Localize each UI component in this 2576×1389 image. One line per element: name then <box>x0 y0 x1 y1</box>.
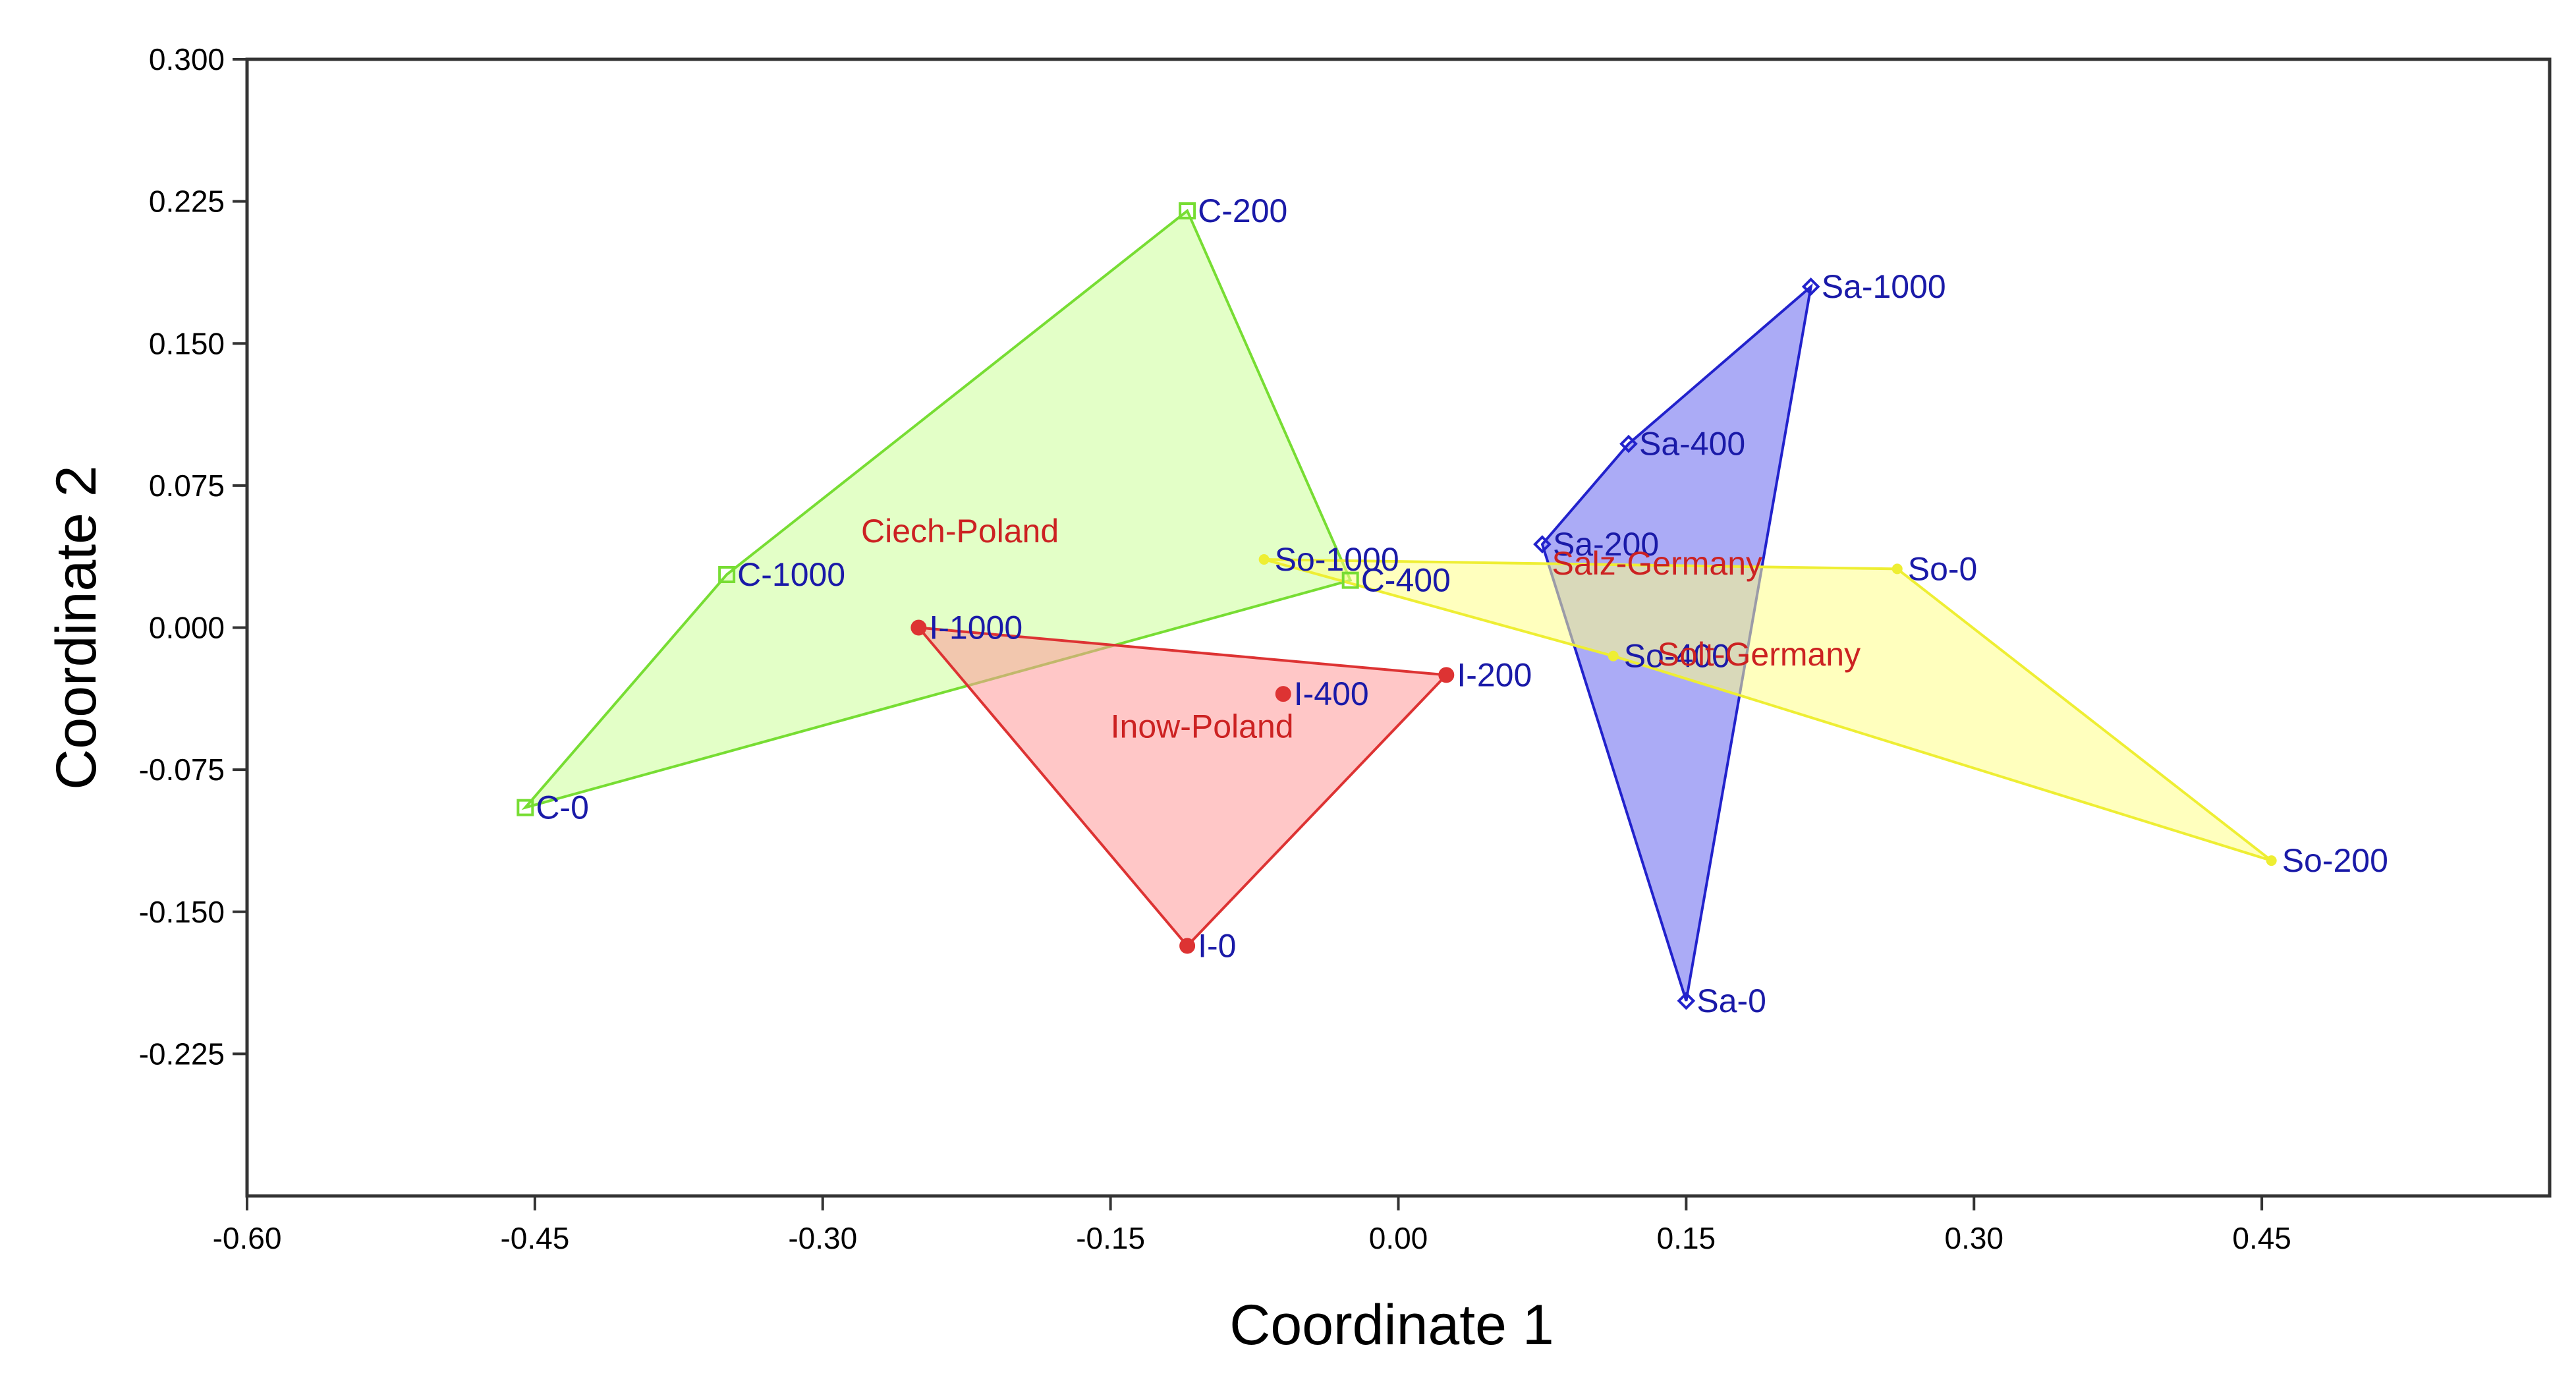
point-i-400 <box>1275 686 1291 702</box>
x-tick-label: 0.15 <box>1657 1221 1716 1255</box>
point-so-1000 <box>1258 554 1270 565</box>
point-sa-0 <box>1677 992 1696 1010</box>
point-label-i-400: I-400 <box>1294 675 1369 712</box>
y-tick-label: 0.150 <box>149 326 225 360</box>
point-label-c-0: C-0 <box>536 789 589 826</box>
group-label-solt-germany: Solt-Germany <box>1658 636 1861 673</box>
point-label-sa-1000: Sa-1000 <box>1822 268 1946 305</box>
y-tick-label: -0.150 <box>139 895 225 929</box>
group-label-salz-germany: Salz-Germany <box>1552 545 1763 582</box>
point-sa-1000 <box>1801 277 1820 296</box>
point-so-400 <box>1608 650 1619 662</box>
axes-layer: -0.60 -0.45 -0.30 -0.15 0.00 0.15 0.30 0.45 0.30… <box>139 42 2291 1255</box>
point-label-i-0: I-0 <box>1198 928 1236 965</box>
x-tick-label: -0.30 <box>788 1221 857 1255</box>
hull-solt-germany <box>1264 558 2272 863</box>
point-i-200 <box>1438 667 1455 683</box>
y-axis-title: Coordinate 2 <box>45 465 108 789</box>
point-c-1000 <box>718 566 736 583</box>
point-c-200 <box>1179 202 1196 219</box>
point-label-sa-200: Sa-200 <box>1553 526 1659 563</box>
group-label-inow-poland: Inow-Poland <box>1111 708 1294 745</box>
group-label-ciech-poland: Ciech-Poland <box>861 513 1059 550</box>
y-tick-label: 0.075 <box>149 468 225 503</box>
y-tick-label: -0.075 <box>139 752 225 787</box>
point-label-so-0: So-0 <box>1908 550 1978 587</box>
point-label-c-200: C-200 <box>1198 192 1287 229</box>
point-label-i-1000: I-1000 <box>929 609 1022 646</box>
point-so-200 <box>2266 855 2277 866</box>
point-label-c-400: C-400 <box>1361 562 1451 599</box>
point-labels-layer: C-200 C-1000 C-400 C-0 Ciech-Poland I-1000 I-4… <box>536 192 2388 1019</box>
point-label-so-1000: So-1000 <box>1275 541 1399 578</box>
x-tick-label: 0.30 <box>1944 1221 2003 1255</box>
point-c-0 <box>517 799 534 816</box>
point-label-so-400: So-400 <box>1624 638 1730 675</box>
x-tick-label: 0.45 <box>2232 1221 2291 1255</box>
y-tick-label: 0.225 <box>149 184 225 219</box>
x-tick-label: -0.60 <box>213 1221 282 1255</box>
point-sa-400 <box>1619 434 1638 453</box>
y-tick-label: -0.225 <box>139 1036 225 1071</box>
point-i-0 <box>1179 938 1196 954</box>
y-tick-label: 0.300 <box>149 42 225 76</box>
x-tick-label: -0.15 <box>1076 1221 1145 1255</box>
point-label-sa-400: Sa-400 <box>1639 426 1745 463</box>
plot-frame <box>245 57 2552 1198</box>
point-so-0 <box>1891 563 1903 575</box>
point-markers-layer <box>517 202 2277 1010</box>
group-hulls-layer <box>521 208 2272 1002</box>
point-c-400 <box>1341 571 1359 589</box>
hull-inow-poland <box>915 626 1449 948</box>
point-i-1000 <box>910 619 927 636</box>
point-label-c-1000: C-1000 <box>737 556 845 593</box>
point-label-so-200: So-200 <box>2282 842 2388 879</box>
x-tick-label: 0.00 <box>1369 1221 1428 1255</box>
point-sa-200 <box>1533 535 1552 553</box>
x-axis-title: Coordinate 1 <box>1229 1293 1554 1357</box>
point-label-sa-0: Sa-0 <box>1696 982 1766 1019</box>
point-label-i-200: I-200 <box>1457 656 1532 693</box>
y-tick-label: 0.000 <box>149 611 225 645</box>
x-tick-label: -0.45 <box>500 1221 569 1255</box>
